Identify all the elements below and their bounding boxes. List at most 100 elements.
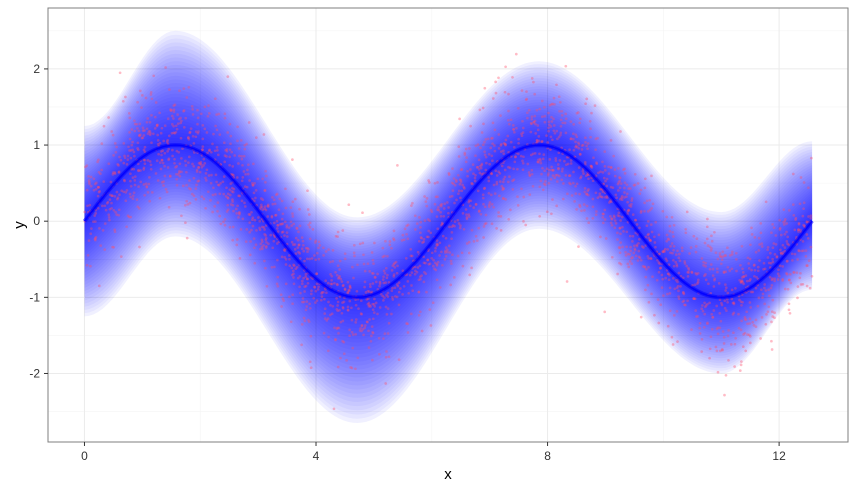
data-point — [213, 97, 217, 101]
data-point — [235, 238, 239, 241]
data-point — [779, 251, 783, 255]
data-point — [785, 272, 789, 276]
data-point — [156, 139, 160, 142]
data-point — [365, 320, 369, 324]
data-point — [222, 141, 226, 145]
data-point — [289, 220, 293, 224]
data-point — [223, 116, 227, 120]
data-point — [260, 245, 264, 249]
data-point — [565, 155, 569, 159]
data-point — [142, 158, 146, 162]
y-tick-label: 2 — [33, 62, 40, 76]
data-point — [148, 199, 152, 203]
data-point — [783, 287, 787, 291]
data-point — [155, 159, 159, 163]
data-point — [603, 150, 607, 153]
data-point — [250, 210, 253, 214]
data-point — [493, 149, 497, 153]
data-point — [473, 179, 477, 183]
data-point — [167, 158, 170, 162]
data-point — [710, 239, 714, 243]
data-point — [287, 254, 291, 257]
data-point — [599, 187, 602, 191]
data-point — [112, 208, 116, 212]
data-point — [467, 199, 471, 202]
data-point — [338, 308, 341, 312]
data-point — [123, 179, 126, 183]
data-point — [457, 222, 461, 225]
data-point — [714, 345, 718, 349]
data-point — [137, 185, 140, 188]
data-point — [601, 221, 605, 225]
data-point — [421, 241, 424, 244]
data-point — [196, 122, 199, 126]
data-point — [643, 186, 647, 190]
data-point — [746, 322, 749, 326]
data-point — [506, 134, 510, 138]
data-point — [317, 257, 321, 261]
data-point — [693, 297, 697, 301]
data-point — [552, 124, 556, 127]
data-point — [748, 335, 752, 338]
data-point — [147, 130, 151, 133]
data-point — [348, 334, 351, 338]
data-point — [259, 205, 263, 209]
data-point — [297, 250, 300, 254]
data-point — [708, 347, 712, 351]
data-point — [776, 278, 780, 281]
data-point — [536, 128, 540, 132]
data-point — [197, 130, 200, 133]
data-point — [715, 304, 719, 308]
data-point — [491, 159, 494, 163]
data-point — [218, 214, 222, 218]
data-point — [659, 266, 663, 270]
data-point — [86, 204, 89, 208]
data-point — [589, 127, 592, 131]
data-point — [788, 272, 792, 276]
data-point — [435, 215, 439, 218]
data-point — [433, 202, 437, 206]
data-point — [509, 140, 513, 144]
data-point — [559, 131, 563, 135]
data-point — [223, 218, 227, 221]
data-point — [293, 248, 297, 251]
data-point — [414, 228, 417, 231]
data-point — [330, 312, 334, 316]
data-point — [568, 181, 571, 185]
data-point — [194, 187, 198, 190]
data-point — [763, 302, 767, 306]
data-point — [770, 320, 773, 324]
data-point — [677, 256, 681, 260]
data-point — [144, 182, 148, 186]
data-point — [526, 116, 529, 120]
data-point — [201, 148, 204, 152]
data-point — [251, 224, 255, 228]
data-point — [676, 249, 679, 253]
data-point — [498, 180, 502, 183]
data-point — [561, 121, 565, 125]
data-point — [203, 161, 207, 165]
data-point — [334, 338, 337, 342]
data-point — [618, 197, 622, 201]
data-point — [305, 300, 309, 303]
data-point — [460, 168, 464, 171]
data-point — [542, 153, 546, 156]
data-point — [327, 248, 330, 251]
data-point — [117, 171, 121, 174]
data-point — [765, 313, 768, 316]
data-point — [663, 250, 666, 254]
data-point — [279, 293, 283, 297]
data-point — [753, 268, 757, 272]
data-point — [346, 291, 350, 295]
data-point — [307, 247, 310, 251]
data-point — [677, 252, 681, 256]
data-point — [284, 258, 288, 261]
data-point — [557, 166, 560, 170]
data-point — [484, 222, 488, 225]
data-point — [371, 272, 375, 275]
data-point — [520, 187, 523, 191]
data-point — [292, 272, 295, 276]
data-point — [551, 198, 554, 201]
data-point — [466, 169, 469, 173]
data-point — [385, 313, 389, 316]
